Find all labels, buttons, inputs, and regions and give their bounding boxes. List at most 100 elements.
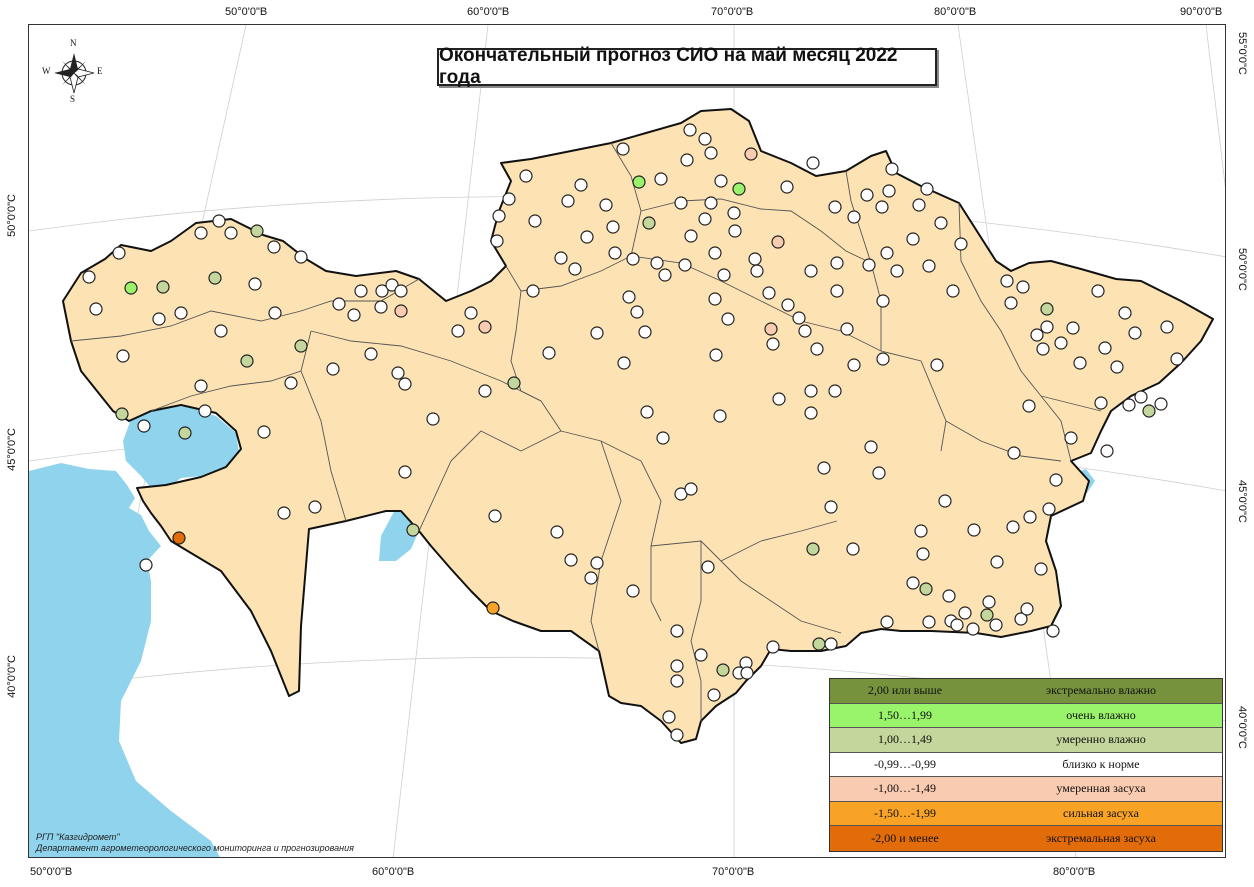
- station-marker: [326, 362, 340, 376]
- station-marker: [1007, 446, 1021, 460]
- station-marker: [847, 358, 861, 372]
- station-marker: [172, 531, 186, 545]
- station-marker: [656, 431, 670, 445]
- map-frame: [28, 24, 1226, 858]
- station-marker: [906, 232, 920, 246]
- station-marker: [771, 235, 785, 249]
- station-marker: [124, 281, 138, 295]
- station-marker: [982, 595, 996, 609]
- station-marker: [990, 555, 1004, 569]
- legend-row: 1,00…1,49 умеренно влажно: [830, 728, 1222, 753]
- station-marker: [640, 405, 654, 419]
- legend-range: -1,50…-1,99: [874, 805, 936, 820]
- legend-row: -1,00…-1,49 умеренная засуха: [830, 777, 1222, 802]
- station-marker: [1000, 274, 1014, 288]
- station-marker: [268, 306, 282, 320]
- station-marker: [694, 648, 708, 662]
- station-marker: [698, 132, 712, 146]
- station-marker: [1016, 280, 1030, 294]
- station-marker: [385, 278, 399, 292]
- station-marker: [806, 542, 820, 556]
- station-marker: [451, 324, 465, 338]
- station-marker: [1036, 342, 1050, 356]
- station-marker: [989, 618, 1003, 632]
- station-marker: [398, 377, 412, 391]
- station-marker: [267, 240, 281, 254]
- station-marker: [880, 246, 894, 260]
- station-marker: [519, 169, 533, 183]
- station-marker: [590, 556, 604, 570]
- legend-range: 2,00 или выше: [867, 683, 943, 698]
- station-marker: [670, 674, 684, 688]
- station-marker: [630, 305, 644, 319]
- station-marker: [115, 407, 129, 421]
- station-marker: [709, 348, 723, 362]
- station-marker: [938, 494, 952, 508]
- station-marker: [914, 524, 928, 538]
- station-marker: [772, 392, 786, 406]
- legend: 2,00 или выше экстремально влажно 1,50…1…: [829, 678, 1223, 852]
- station-marker: [680, 153, 694, 167]
- map-title: Окончательный прогноз СИО на май месяц 2…: [437, 45, 937, 88]
- station-marker: [622, 290, 636, 304]
- station-marker: [958, 606, 972, 620]
- station-marker: [1094, 396, 1108, 410]
- station-marker: [632, 175, 646, 189]
- station-marker: [766, 337, 780, 351]
- station-marker: [568, 262, 582, 276]
- station-marker: [1014, 612, 1028, 626]
- station-marker: [116, 349, 130, 363]
- station-marker: [112, 246, 126, 260]
- station-marker: [744, 147, 758, 161]
- station-marker: [391, 366, 405, 380]
- station-marker: [674, 196, 688, 210]
- station-marker: [137, 419, 151, 433]
- compass-w-label: W: [42, 66, 51, 76]
- station-marker: [1042, 502, 1056, 516]
- station-marker: [284, 376, 298, 390]
- station-marker: [954, 237, 968, 251]
- legend-range: -0,99…-0,99: [874, 756, 936, 771]
- station-marker: [1110, 360, 1124, 374]
- legend-row: -0,99…-0,99 близко к норме: [830, 752, 1222, 777]
- station-marker: [922, 615, 936, 629]
- station-marker: [89, 302, 103, 316]
- legend-desc: умеренно влажно: [1056, 732, 1146, 747]
- station-marker: [139, 558, 153, 572]
- station-marker: [727, 206, 741, 220]
- station-marker: [670, 659, 684, 673]
- station-marker: [708, 292, 722, 306]
- station-marker: [781, 298, 795, 312]
- station-marker: [426, 412, 440, 426]
- legend-desc: умеренная засуха: [1056, 781, 1146, 796]
- station-marker: [550, 525, 564, 539]
- station-marker: [714, 174, 728, 188]
- station-marker: [847, 210, 861, 224]
- station-marker: [1154, 397, 1168, 411]
- station-marker: [1073, 356, 1087, 370]
- station-marker: [526, 284, 540, 298]
- station-marker: [798, 324, 812, 338]
- station-marker: [942, 589, 956, 603]
- station-marker: [812, 637, 826, 651]
- station-marker: [946, 284, 960, 298]
- station-marker: [828, 384, 842, 398]
- left-tick-label: 50°0'0"С: [6, 194, 18, 237]
- station-marker: [240, 354, 254, 368]
- station-marker: [194, 226, 208, 240]
- station-marker: [766, 640, 780, 654]
- station-marker: [1022, 399, 1036, 413]
- station-marker: [654, 172, 668, 186]
- bottom-tick-label: 80°0'0"В: [1053, 866, 1096, 878]
- station-marker: [174, 306, 188, 320]
- legend-row: -1,50…-1,99 сильная засуха: [830, 801, 1222, 826]
- station-marker: [860, 188, 874, 202]
- station-marker: [638, 325, 652, 339]
- station-marker: [642, 216, 656, 230]
- station-marker: [580, 230, 594, 244]
- station-marker: [862, 258, 876, 272]
- station-marker: [294, 250, 308, 264]
- station-marker: [817, 461, 831, 475]
- station-marker: [684, 482, 698, 496]
